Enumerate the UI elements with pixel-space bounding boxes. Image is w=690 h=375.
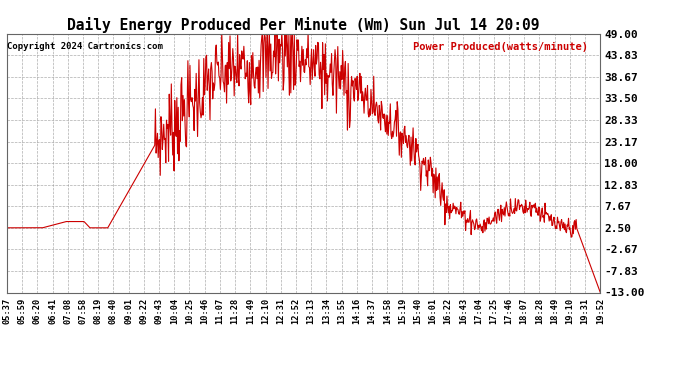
Text: Power Produced(watts/minute): Power Produced(watts/minute): [413, 42, 589, 51]
Text: Copyright 2024 Cartronics.com: Copyright 2024 Cartronics.com: [8, 42, 164, 51]
Title: Daily Energy Produced Per Minute (Wm) Sun Jul 14 20:09: Daily Energy Produced Per Minute (Wm) Su…: [68, 16, 540, 33]
